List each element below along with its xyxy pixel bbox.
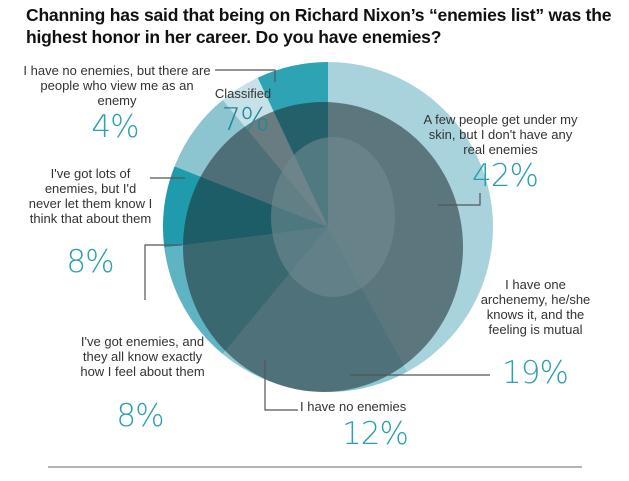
slice-pct-got-enemies: 8% <box>116 398 164 434</box>
slice-label-no-enemies-but-viewed: I have no enemies, but there are people … <box>23 63 211 108</box>
leader-line-5 <box>264 360 298 411</box>
slice-label-lots-of-enemies: I've got lots of enemies, but I'd never … <box>28 166 153 226</box>
slice-pct-lots-of-enemies: 8% <box>66 244 114 280</box>
slice-pct-few-people: 42% <box>472 158 539 194</box>
slice-label-classified: Classified <box>214 86 272 101</box>
slice-pct-no-enemies: 12% <box>342 416 409 452</box>
slice-label-got-enemies: I've got enemies, and they all know exac… <box>80 334 205 379</box>
slice-label-archenemy: I have one archenemy, he/she knows it, a… <box>480 277 591 337</box>
slice-pct-no-enemies-but-viewed: 4% <box>91 109 139 145</box>
chart-title: Channing has said that being on Richard … <box>26 5 612 47</box>
leader-line-1 <box>438 193 481 206</box>
portrait-face <box>271 137 395 297</box>
leader-line-3 <box>144 244 182 300</box>
slice-pct-classified: 7% <box>221 102 269 138</box>
slice-pct-archenemy: 19% <box>502 355 569 391</box>
bottom-rule <box>48 466 582 468</box>
slice-label-no-enemies: I have no enemies <box>300 399 407 414</box>
leader-line-0 <box>215 69 276 82</box>
slice-label-few-people: A few people get under my skin, but I do… <box>423 112 578 157</box>
